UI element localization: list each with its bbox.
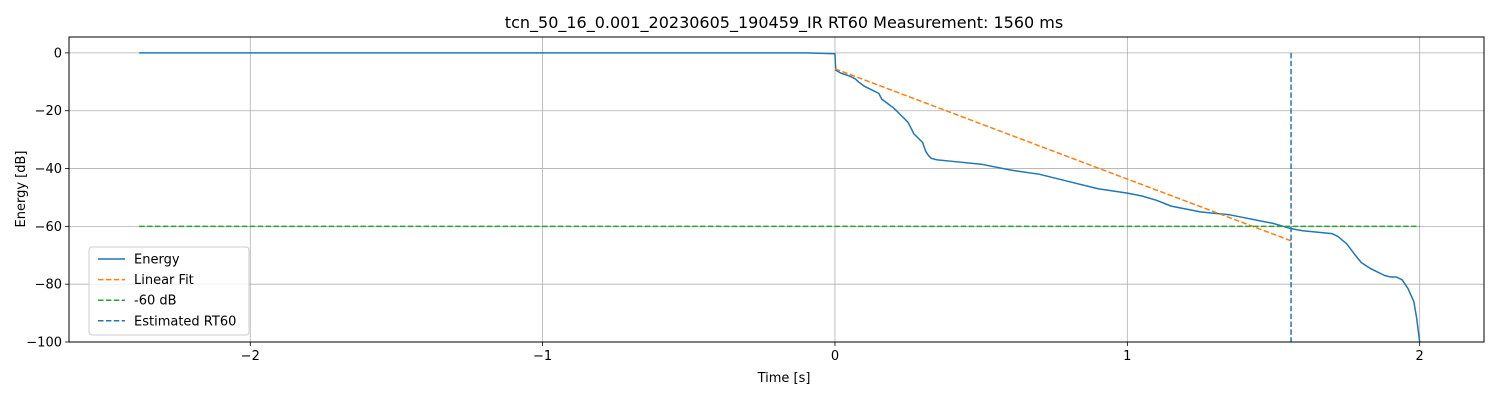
legend-box bbox=[88, 246, 250, 336]
legend-entry-minus-60-db-label: -60 dB bbox=[134, 294, 177, 309]
y-tick-label: −100 bbox=[26, 336, 62, 351]
linear-fit-line bbox=[834, 68, 1292, 242]
legend-entry-energy-label: Energy bbox=[134, 253, 180, 268]
x-axis-label: Time [s] bbox=[757, 371, 811, 386]
y-axis-label: Energy [dB] bbox=[14, 151, 29, 228]
y-tick-label: 0 bbox=[54, 46, 62, 61]
legend-entry-estimated-rt60-label: Estimated RT60 bbox=[134, 314, 236, 329]
y-tick-label: −20 bbox=[35, 104, 62, 119]
y-tick-label: −60 bbox=[35, 220, 62, 235]
legend-entry-linear-fit-label: Linear Fit bbox=[134, 273, 194, 288]
series-layer bbox=[139, 52, 1421, 343]
tick-layer: −2 −1 0 1 2 0 −20 −40 −60 −80 −100 bbox=[26, 46, 1424, 364]
x-tick-label: 0 bbox=[831, 349, 839, 364]
x-tick-label: 1 bbox=[1123, 349, 1131, 364]
x-tick-label: −1 bbox=[533, 349, 552, 364]
x-tick-label: 2 bbox=[1416, 349, 1424, 364]
plot-frame bbox=[68, 36, 1485, 343]
legend: Energy Linear Fit -60 dB Estimated RT60 bbox=[88, 246, 250, 336]
y-tick-label: −80 bbox=[35, 278, 62, 293]
x-tick-label: −2 bbox=[241, 349, 260, 364]
chart-title: tcn_50_16_0.001_20230605_190459_IR RT60 … bbox=[505, 13, 1063, 33]
y-tick-label: −40 bbox=[35, 162, 62, 177]
energy-line bbox=[139, 52, 1421, 343]
